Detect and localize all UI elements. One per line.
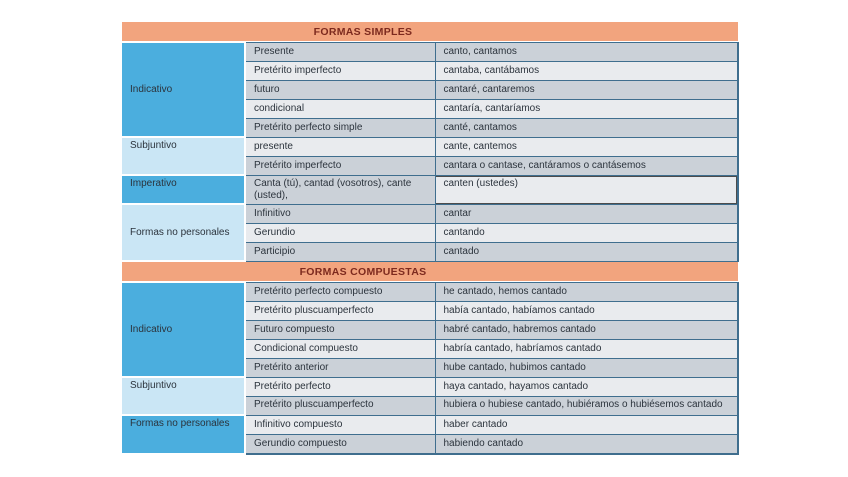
- table-row: Formas no personales Infinitivo compuest…: [122, 414, 739, 455]
- table-row: Pretérito pluscuamperfecto había cantado…: [122, 300, 739, 321]
- forms-cell: habré cantado, habremos cantado: [434, 319, 739, 340]
- table-row: Pretérito anterior hube cantado, hubimos…: [122, 357, 739, 378]
- forms-cell: cante, cantemos: [434, 136, 739, 157]
- forms-cell: he cantado, hemos cantado: [434, 281, 739, 302]
- forms-cell: canten (ustedes): [434, 174, 739, 205]
- tense-cell: Canta (tú), cantad (vosotros), cante (us…: [244, 174, 436, 205]
- forms-cell: hube cantado, hubimos cantado: [434, 357, 739, 378]
- forms-cell: habiendo cantado: [434, 433, 739, 455]
- forms-cell: cantaría, cantaríamos: [434, 98, 739, 119]
- tense-cell: Condicional compuesto: [244, 338, 436, 359]
- section-label-formas-no-personales: Formas no personales: [122, 203, 246, 262]
- section-label-imperativo: Imperativo: [122, 174, 246, 205]
- forms-cell: habría cantado, habríamos cantado: [434, 338, 739, 359]
- section-label-subjuntivo: Subjuntivo: [122, 136, 246, 176]
- tense-cell: Infinitivo: [244, 203, 436, 224]
- forms-cell: canté, cantamos: [434, 117, 739, 138]
- tense-cell: Futuro compuesto: [244, 319, 436, 340]
- table-row: Participio cantado: [122, 241, 739, 262]
- conjugation-table: FORMAS SIMPLES Indicativo Presente canto…: [122, 22, 739, 455]
- tense-cell: Infinitivo compuesto: [244, 414, 436, 435]
- table-row: Subjuntivo presente cante, cantemos: [122, 136, 739, 176]
- tense-cell: Pretérito pluscuamperfecto: [244, 395, 436, 416]
- forms-cell: cantaba, cantábamos: [434, 60, 739, 81]
- forms-cell: haber cantado: [434, 414, 739, 435]
- table-row: Indicativo Presente canto, cantamos: [122, 41, 739, 138]
- section-label-indicativo-compuestas: Indicativo: [122, 281, 246, 378]
- forms-cell: haya cantado, hayamos cantado: [434, 376, 739, 397]
- forms-cell: cantara o cantase, cantáramos o cantásem…: [434, 155, 739, 176]
- table-row: condicional cantaría, cantaríamos: [122, 98, 739, 119]
- section-label-indicativo: Indicativo: [122, 41, 246, 138]
- tense-cell: Pretérito perfecto: [244, 376, 436, 397]
- table-row: Subjuntivo Pretérito perfecto haya canta…: [122, 376, 739, 416]
- table-row: FORMAS SIMPLES: [122, 22, 738, 42]
- section-label-formas-no-personales-compuestas: Formas no personales: [122, 414, 246, 455]
- tense-cell: Pretérito imperfecto: [244, 60, 436, 81]
- table-row: Pretérito perfecto simple canté, cantamo…: [122, 117, 739, 138]
- section-label-subjuntivo-compuestas: Subjuntivo: [122, 376, 246, 416]
- forms-cell: cantaré, cantaremos: [434, 79, 739, 100]
- table-row: Formas no personales Infinitivo cantar: [122, 203, 739, 262]
- tense-cell: Pretérito anterior: [244, 357, 436, 378]
- table-row: Imperativo Canta (tú), cantad (vosotros)…: [122, 174, 739, 205]
- tense-cell: Presente: [244, 41, 436, 62]
- table-row: Gerundio compuesto habiendo cantado: [122, 433, 739, 455]
- tense-cell: Gerundio: [244, 222, 436, 243]
- forms-cell: hubiera o hubiese cantado, hubiéramos o …: [434, 395, 739, 416]
- tense-cell: condicional: [244, 98, 436, 119]
- tense-cell: Pretérito imperfecto: [244, 155, 436, 176]
- table-row: Pretérito pluscuamperfecto hubiera o hub…: [122, 395, 739, 416]
- section-band-compuestas: FORMAS COMPUESTAS: [122, 261, 738, 282]
- table-row: Condicional compuesto habría cantado, ha…: [122, 338, 739, 359]
- tense-cell: Participio: [244, 241, 436, 262]
- table-row: Indicativo Pretérito perfecto compuesto …: [122, 281, 739, 378]
- table-row: Gerundio cantando: [122, 222, 739, 243]
- tense-cell: Pretérito perfecto simple: [244, 117, 436, 138]
- forms-cell: había cantado, habíamos cantado: [434, 300, 739, 321]
- section-band-simples: FORMAS SIMPLES: [122, 22, 738, 42]
- forms-cell: canto, cantamos: [434, 41, 739, 62]
- tense-cell: presente: [244, 136, 436, 157]
- table-row: Pretérito imperfecto cantara o cantase, …: [122, 155, 739, 176]
- tense-cell: Pretérito perfecto compuesto: [244, 281, 436, 302]
- forms-cell: cantar: [434, 203, 739, 224]
- table-row: FORMAS COMPUESTAS: [122, 261, 738, 282]
- conjugation-table-wrapper: FORMAS SIMPLES Indicativo Presente canto…: [122, 22, 739, 455]
- tense-cell: Pretérito pluscuamperfecto: [244, 300, 436, 321]
- table-row: Pretérito imperfecto cantaba, cantábamos: [122, 60, 739, 81]
- tense-cell: futuro: [244, 79, 436, 100]
- tense-cell: Gerundio compuesto: [244, 433, 436, 455]
- forms-cell: cantando: [434, 222, 739, 243]
- forms-cell: cantado: [434, 241, 739, 262]
